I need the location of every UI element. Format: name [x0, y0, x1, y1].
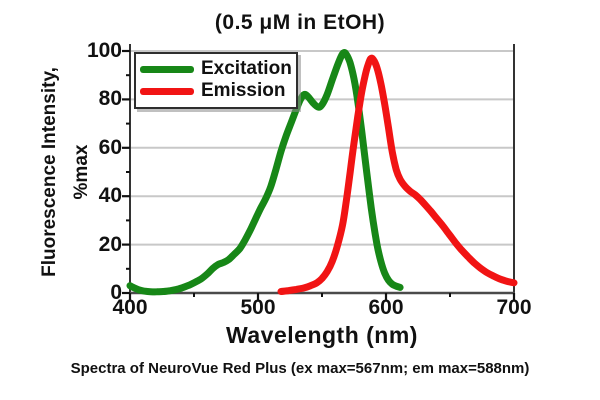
y-tick-label-0: 0 — [110, 281, 122, 304]
legend: Excitation Emission — [134, 52, 298, 109]
y-tick-label-20: 20 — [98, 232, 122, 256]
excitation-line-swatch — [140, 65, 194, 73]
figure-caption: Spectra of NeuroVue Red Plus (ex max=567… — [70, 360, 530, 377]
y-tick-label-40: 40 — [98, 184, 122, 208]
y-tick-label-80: 80 — [98, 87, 122, 111]
legend-item-emission: Emission — [140, 80, 296, 102]
x-axis-title: Wavelength (nm) — [226, 322, 418, 348]
emission-line-swatch — [140, 87, 194, 95]
y-axis-title-line1: Fluorescence Intensity, — [39, 67, 60, 277]
series-line-emission — [277, 54, 518, 295]
series-line-excitation — [126, 49, 404, 296]
legend-label-excitation: Excitation — [201, 58, 292, 79]
y-axis-title: Fluorescence Intensity, %max — [30, 2, 102, 342]
legend-label-emission: Emission — [201, 80, 286, 101]
chart-title: (0.5 μM in EtOH) — [214, 11, 386, 34]
y-axis-title-line2: %max — [71, 144, 92, 200]
x-tick-label-500: 500 — [240, 296, 276, 319]
y-tick-label-60: 60 — [98, 135, 122, 159]
y-tick-label-100: 100 — [86, 39, 122, 62]
x-tick-label-600: 600 — [368, 296, 404, 319]
x-tick-label-700: 700 — [496, 296, 532, 319]
legend-item-excitation: Excitation — [140, 58, 296, 80]
x-tick-label-400: 400 — [112, 296, 148, 319]
